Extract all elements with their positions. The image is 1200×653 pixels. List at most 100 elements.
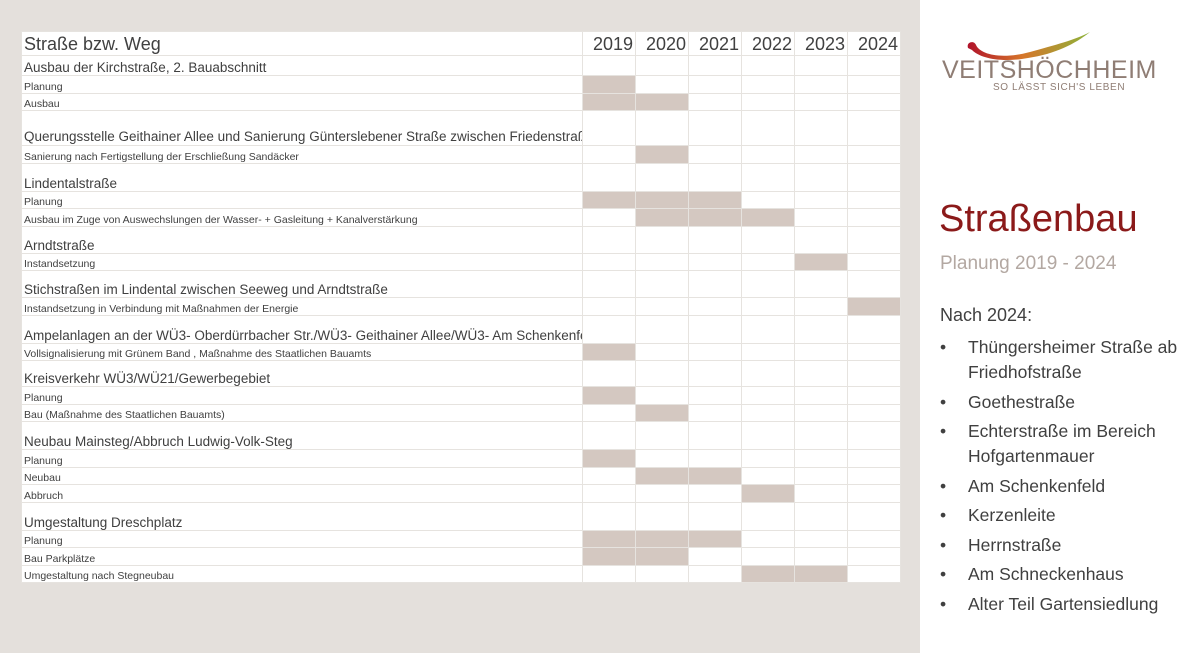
year-cell xyxy=(688,75,742,94)
group-year-cell xyxy=(741,314,795,344)
active-year-cell xyxy=(582,529,636,548)
bullet-icon: • xyxy=(940,593,947,614)
group-row: Umgestaltung Dreschplatz xyxy=(21,501,901,531)
year-cell xyxy=(741,466,795,485)
task-label: Ausbau xyxy=(21,92,583,111)
column-header-year: 2019 xyxy=(582,31,636,56)
group-row: Ausbau der Kirchstraße, 2. Bauabschnitt xyxy=(21,55,901,76)
year-cell xyxy=(794,75,848,94)
group-year-cell xyxy=(741,55,795,76)
year-cell xyxy=(635,449,689,468)
year-cell xyxy=(847,342,901,361)
year-cell xyxy=(794,547,848,566)
table-row: Bau (Maßnahme des Staatlichen Bauamts) xyxy=(21,403,901,422)
year-cell xyxy=(794,297,848,316)
group-title: Umgestaltung Dreschplatz xyxy=(21,501,583,531)
list-item-text: Herrnstraße xyxy=(968,534,1062,555)
year-cell xyxy=(741,145,795,164)
active-year-cell xyxy=(582,449,636,468)
group-year-cell xyxy=(741,225,795,254)
group-year-cell xyxy=(635,225,689,254)
year-cell xyxy=(688,403,742,422)
group-year-cell xyxy=(582,162,636,192)
list-item: • Alter Teil Gartensiedlung xyxy=(940,592,1190,617)
schedule-panel: Straße bzw. Weg 2019 2020 2021 2022 2023… xyxy=(0,0,920,653)
active-year-cell xyxy=(635,529,689,548)
active-year-cell xyxy=(582,547,636,566)
year-cell xyxy=(794,145,848,164)
group-year-cell xyxy=(847,55,901,76)
year-cell xyxy=(847,547,901,566)
table-row: Planung xyxy=(21,449,901,468)
active-year-cell xyxy=(741,564,795,583)
group-year-cell xyxy=(635,501,689,531)
active-year-cell xyxy=(635,208,689,227)
active-year-cell xyxy=(688,190,742,209)
bullet-icon: • xyxy=(940,391,947,412)
group-year-cell xyxy=(582,55,636,76)
active-year-cell xyxy=(741,484,795,503)
list-item: • Am Schenkenfeld xyxy=(940,474,1190,499)
year-cell xyxy=(847,190,901,209)
group-year-cell xyxy=(688,55,742,76)
active-year-cell xyxy=(688,466,742,485)
bullet-icon: • xyxy=(940,421,947,441)
table-row: Instandsetzung xyxy=(21,252,901,271)
group-year-cell xyxy=(847,225,901,254)
year-cell xyxy=(688,449,742,468)
year-cell xyxy=(794,403,848,422)
task-label: Instandsetzung in Verbindung mit Maßnahm… xyxy=(21,297,583,316)
year-cell xyxy=(847,484,901,503)
task-label: Vollsignalisierung mit Grünem Band , Maß… xyxy=(21,342,583,361)
year-cell xyxy=(741,449,795,468)
task-label: Ausbau im Zuge von Auswechslungen der Wa… xyxy=(21,208,583,227)
column-header-street: Straße bzw. Weg xyxy=(21,31,583,56)
group-year-cell xyxy=(847,110,901,146)
year-cell xyxy=(688,252,742,271)
active-year-cell xyxy=(847,297,901,316)
task-label: Abbruch xyxy=(21,484,583,503)
year-cell xyxy=(635,297,689,316)
bullet-icon: • xyxy=(940,505,947,525)
active-year-cell xyxy=(635,547,689,566)
list-item-text: Kerzenleite xyxy=(968,505,1056,525)
list-item-text: Alter Teil Gartensiedlung xyxy=(968,593,1159,614)
year-cell xyxy=(582,208,636,227)
list-item-text: Am Schenkenfeld xyxy=(968,475,1106,496)
group-year-cell xyxy=(847,270,901,298)
column-header-year: 2021 xyxy=(688,31,742,56)
group-row: Arndtstraße xyxy=(21,225,901,254)
task-label: Bau (Maßnahme des Staatlichen Bauamts) xyxy=(21,403,583,422)
year-cell xyxy=(635,75,689,94)
group-year-cell xyxy=(794,314,848,344)
group-year-cell xyxy=(741,501,795,531)
year-cell xyxy=(847,92,901,111)
list-item: • Am Schneckenhaus xyxy=(940,562,1190,587)
year-cell xyxy=(847,466,901,485)
logo-swoosh-icon xyxy=(967,32,1090,61)
veitshoechheim-logo: VEITSHÖCHHEIM SO LÄSST SICH'S LEBEN xyxy=(940,30,1156,100)
year-cell xyxy=(635,252,689,271)
group-year-cell xyxy=(847,421,901,450)
table-row: Planung xyxy=(21,529,901,548)
group-year-cell xyxy=(688,162,742,192)
year-cell xyxy=(635,484,689,503)
year-cell xyxy=(582,403,636,422)
group-year-cell xyxy=(635,162,689,192)
group-year-cell xyxy=(794,270,848,298)
after-2024-heading: Nach 2024: xyxy=(940,305,1033,325)
year-cell xyxy=(688,564,742,583)
column-header-year: 2024 xyxy=(847,31,901,56)
group-row: Neubau Mainsteg/Abbruch Ludwig-Volk-Steg xyxy=(21,421,901,450)
bullet-icon: • xyxy=(940,534,947,555)
year-cell xyxy=(582,145,636,164)
group-year-cell xyxy=(635,55,689,76)
group-year-cell xyxy=(582,501,636,531)
group-year-cell xyxy=(635,270,689,298)
year-cell xyxy=(847,449,901,468)
year-cell xyxy=(688,145,742,164)
group-row: Kreisverkehr WÜ3/WÜ21/Gewerbegebiet xyxy=(21,360,901,387)
year-cell xyxy=(688,342,742,361)
active-year-cell xyxy=(582,92,636,111)
group-year-cell xyxy=(741,360,795,387)
